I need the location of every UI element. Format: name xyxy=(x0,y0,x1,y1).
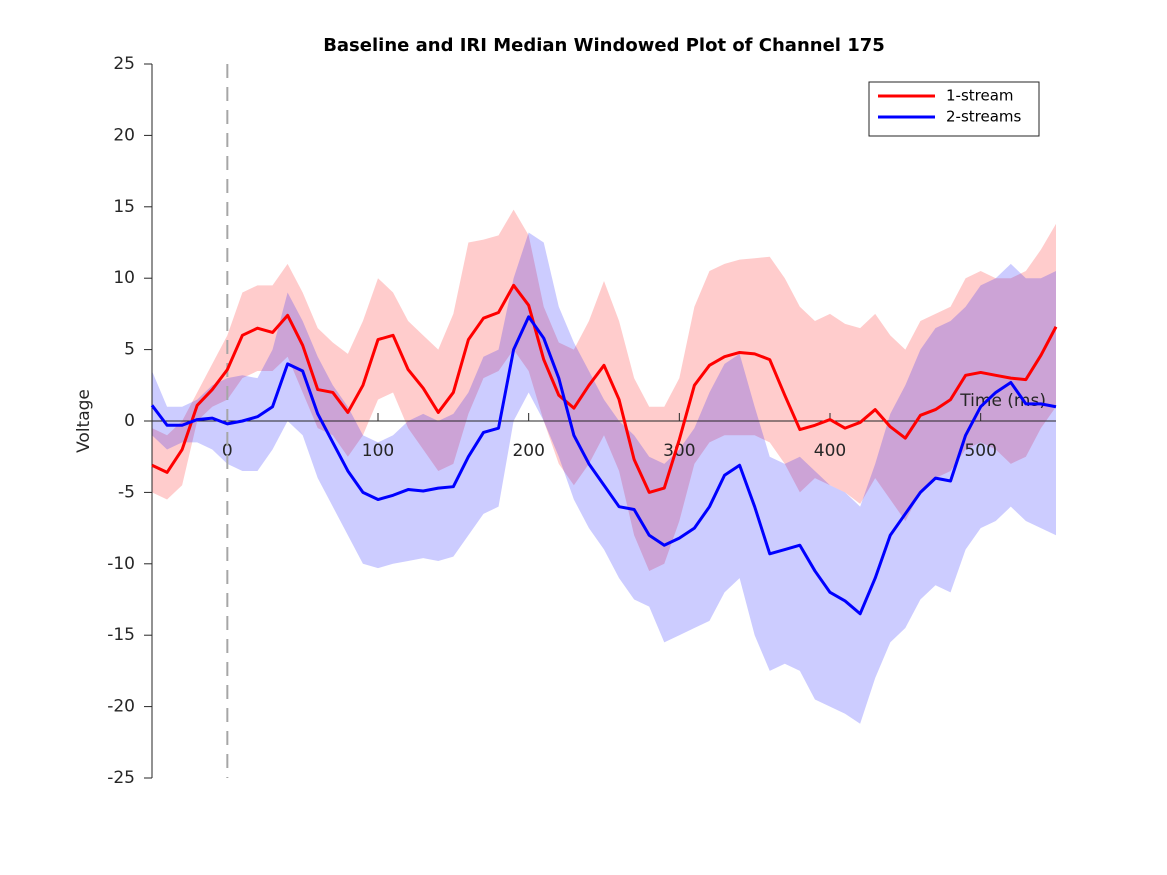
x-tick-label: 0 xyxy=(222,441,233,461)
y-tick-label: -5 xyxy=(118,482,135,502)
line xyxy=(150,315,1057,616)
y-tick-label: -20 xyxy=(107,697,135,717)
x-tick-label: 100 xyxy=(362,441,394,461)
y-tick-label: 0 xyxy=(124,411,135,431)
y-tick-label: -25 xyxy=(107,768,135,788)
legend-box xyxy=(868,81,1040,137)
band xyxy=(152,232,1056,724)
y-tick-label: 5 xyxy=(124,340,135,360)
band xyxy=(152,209,1056,571)
x-tick-label: 400 xyxy=(814,441,846,461)
legend: 1-stream 2-streams xyxy=(868,81,1040,137)
y-tick-label: 20 xyxy=(113,125,135,145)
y-tick-label: -15 xyxy=(107,625,135,645)
line xyxy=(151,283,1058,494)
lines xyxy=(150,283,1058,616)
x-axis-label: Time (ms) xyxy=(959,391,1046,411)
axes: -25 -20 -15 -10 -5 0 5 10 15 20 25 0 100 200 300 400 500… xyxy=(107,54,1056,788)
x-tick-label: 500 xyxy=(964,441,996,461)
x-tick-label: 300 xyxy=(663,441,695,461)
y-tick-label: -10 xyxy=(107,554,135,574)
legend-label: 1-stream xyxy=(946,87,1014,105)
y-tick-label: 25 xyxy=(113,54,135,74)
y-tick-label: 10 xyxy=(113,268,135,288)
bands xyxy=(152,209,1056,724)
y-axis-label: Voltage xyxy=(74,389,94,453)
y-tick-label: 15 xyxy=(113,197,135,217)
legend-label: 2-streams xyxy=(946,108,1022,126)
chart-title: Baseline and IRI Median Windowed Plot of… xyxy=(323,35,885,56)
x-tick-label: 200 xyxy=(512,441,544,461)
